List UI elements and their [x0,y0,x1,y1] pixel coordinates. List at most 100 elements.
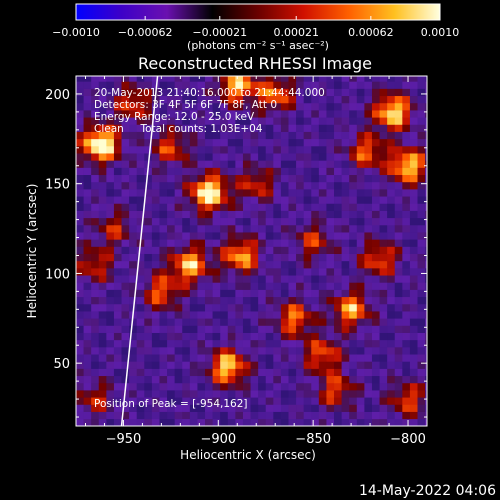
heatmap-cell [311,418,320,427]
heatmap-cell [205,203,213,211]
heatmap-cell [121,110,130,118]
heatmap-cell [113,95,122,104]
y-tick-label: 150 [45,178,70,193]
heatmap-cell [311,354,320,362]
heatmap-cell [326,210,335,219]
heatmap-cell [402,146,411,154]
heatmap-cell [311,239,320,247]
heatmap-cell [258,289,267,298]
heatmap-cell [76,138,84,147]
heatmap-cell [402,124,411,132]
heatmap-cell [121,311,130,319]
heatmap-cell [220,203,229,211]
heatmap-cell [242,397,251,405]
heatmap-cell [326,232,335,240]
heatmap-cell [417,382,426,391]
heatmap-cell [402,289,411,298]
heatmap-cell [250,289,259,298]
heatmap-cell [144,153,153,161]
heatmap-cell [220,268,229,276]
heatmap-cell [341,404,350,412]
heatmap-cell [205,390,213,398]
heatmap-cell [167,260,175,269]
heatmap-cell [242,138,251,147]
heatmap-cell [98,232,107,240]
heatmap-cell [341,174,350,183]
heatmap-cell [113,418,122,427]
heatmap-cell [129,232,138,240]
heatmap-cell [364,375,373,384]
heatmap-cell [189,347,198,355]
heatmap-cell [341,411,350,420]
heatmap-cell [394,224,403,233]
heatmap-cell [356,203,365,211]
heatmap-cell [91,88,100,97]
heatmap-cell [402,217,411,226]
heatmap-cell [250,282,259,290]
colorbar-frame [75,3,441,21]
heatmap-cell [303,95,312,104]
heatmap-cell [288,95,297,104]
heatmap-cell [303,347,312,355]
heatmap-cell [83,239,92,247]
heatmap-cell [159,361,168,369]
heatmap-cell [387,110,396,118]
heatmap-cell [189,418,198,427]
heatmap-cell [167,318,175,326]
heatmap-cell [425,117,428,125]
heatmap-cell [182,153,191,161]
heatmap-cell [265,146,274,154]
heatmap-cell [113,224,122,233]
heatmap-cell [212,339,221,348]
heatmap-cell [364,189,373,197]
heatmap-cell [265,138,274,147]
heatmap-cell [349,181,358,190]
heatmap-cell [258,160,267,168]
heatmap-cell [334,203,342,211]
heatmap-cell [136,411,145,420]
heatmap-cell [273,260,282,269]
heatmap-cell [341,418,350,427]
heatmap-cell [265,390,274,398]
heatmap-cell [394,289,403,298]
heatmap-cell [341,138,350,147]
heatmap-cell [212,325,221,333]
heatmap-cell [356,117,365,125]
heatmap-cell [212,76,221,82]
heatmap-cell [212,110,221,118]
heatmap-cell [318,76,327,82]
heatmap-cell [417,210,426,219]
heatmap-cell [113,167,122,176]
heatmap-cell [129,217,138,226]
heatmap-cell [83,361,92,369]
heatmap-cell [151,411,160,420]
heatmap-cell [311,102,320,111]
heatmap-cell [174,95,183,104]
heatmap-cell [379,146,388,154]
heatmap-cell [258,81,267,89]
heatmap-cell [235,232,244,240]
heatmap-cell [334,397,342,405]
heatmap-cell [280,131,289,140]
heatmap-cell [189,124,198,132]
heatmap-cell [83,368,92,377]
heatmap-cell [371,311,380,319]
heatmap-cell [242,181,251,190]
heatmap-cell [364,382,373,391]
heatmap-cell [106,224,115,233]
heatmap-cell [189,110,198,118]
heatmap-cell [136,160,145,168]
heatmap-cell [356,303,365,312]
heatmap-cell [83,210,92,219]
heatmap-cell [394,275,403,283]
heatmap-cell [242,124,251,132]
heatmap-cell [379,318,388,326]
heatmap-cell [288,146,297,154]
heatmap-cell [235,375,244,384]
heatmap-cell [326,117,335,125]
heatmap-cell [76,232,84,240]
heatmap-cell [91,239,100,247]
heatmap-cell [197,196,206,204]
heatmap-cell [205,224,213,233]
heatmap-cell [129,361,138,369]
